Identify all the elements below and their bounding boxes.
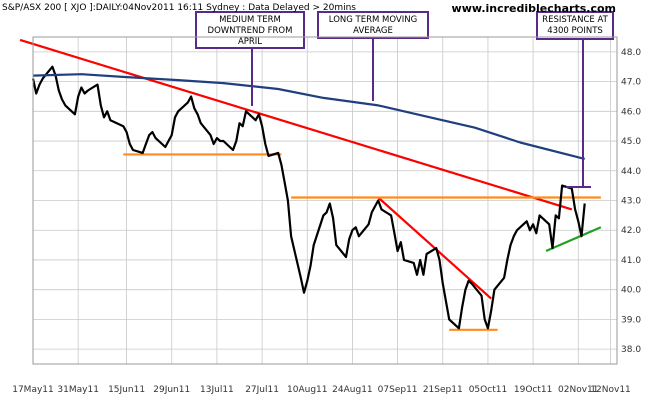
annotation-text: APRIL <box>238 37 262 47</box>
annotation-text: RESISTANCE AT <box>542 15 608 25</box>
x-tick-label: 15Jun11 <box>108 385 145 395</box>
price-series-line <box>31 65 586 330</box>
y-tick-label: 44.0 <box>621 167 641 177</box>
y-tick-label: 42.0 <box>621 226 641 236</box>
x-tick-label: 17May11 <box>12 385 54 395</box>
plot-frame <box>32 36 618 365</box>
trendline-layer <box>19 38 602 331</box>
y-tick-label: 48.0 <box>621 48 641 58</box>
annotation-text: 4300 POINTS <box>547 26 603 36</box>
annotation-text: DOWNTREND FROM <box>208 26 293 36</box>
y-tick-label: 38.0 <box>621 345 641 355</box>
series-layer <box>31 65 586 330</box>
x-tick-label: 07Sep11 <box>378 385 418 395</box>
x-tick-label: 12Nov11 <box>590 385 630 395</box>
y-tick-label: 39.0 <box>621 315 641 325</box>
x-tick-label: 31May11 <box>57 385 99 395</box>
x-tick-label: 27Jul11 <box>245 385 279 395</box>
y-tick-label: 46.0 <box>621 107 641 117</box>
x-tick-label: 13Jul11 <box>200 385 234 395</box>
annotation-box <box>317 11 429 39</box>
annotation-text: AVERAGE <box>353 26 393 36</box>
chart-header: S&P/ASX 200 [ XJO ]:DAILY:04Nov2011 16:1… <box>2 3 356 13</box>
x-tick-label: 05Oct11 <box>469 385 507 395</box>
x-tick-label: 21Sep11 <box>423 385 463 395</box>
downtrend-trendline <box>19 38 573 211</box>
y-tick-label: 45.0 <box>621 137 641 147</box>
moving-average-line <box>32 73 585 160</box>
x-tick-label: 29Jun11 <box>153 385 190 395</box>
annotation-box <box>536 11 614 40</box>
annotation-text: LONG TERM MOVING <box>329 15 417 25</box>
y-tick-label: 41.0 <box>621 256 641 266</box>
brand-label: www.incrediblecharts.com <box>452 2 616 15</box>
grid-layer <box>32 37 617 364</box>
y-tick-label: 43.0 <box>621 197 641 207</box>
y-tick-label: 40.0 <box>621 286 641 296</box>
annotation-text: MEDIUM TERM <box>219 15 281 25</box>
axis-layer: 38.0 39.0 40.0 41.0 42.0 43.0 44.0 45.0 46.0 47.0… <box>12 48 641 395</box>
y-tick-label: 47.0 <box>621 78 641 88</box>
x-tick-label: 02Nov11 <box>558 385 598 395</box>
annotation-box <box>195 11 305 49</box>
uptrend-trendline <box>545 226 602 253</box>
x-tick-label: 10Aug11 <box>287 385 327 395</box>
x-tick-label: 19Oct11 <box>514 385 552 395</box>
x-tick-label: 24Aug11 <box>332 385 372 395</box>
